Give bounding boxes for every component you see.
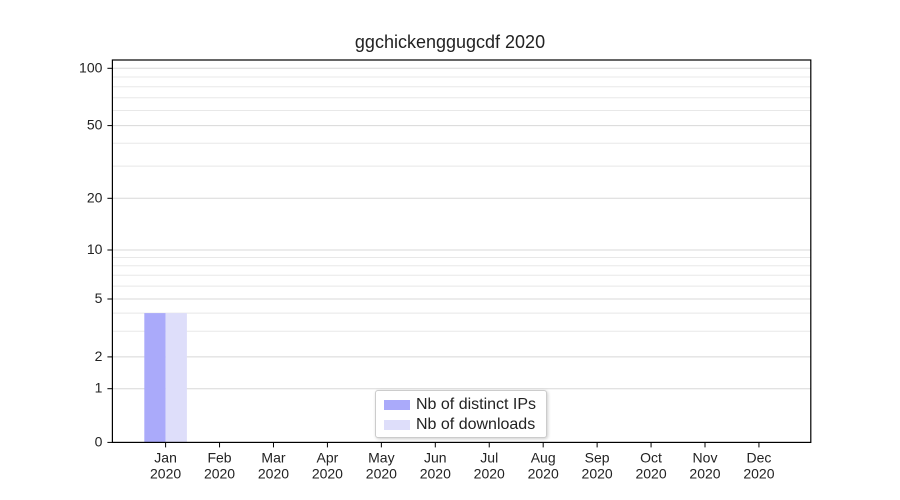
svg-text:2020: 2020 xyxy=(204,465,235,481)
svg-text:2020: 2020 xyxy=(528,465,559,481)
svg-text:May: May xyxy=(368,449,394,465)
svg-text:2020: 2020 xyxy=(635,465,666,481)
svg-text:Mar: Mar xyxy=(261,449,285,465)
svg-text:Jul: Jul xyxy=(480,449,498,465)
svg-text:2020: 2020 xyxy=(743,465,774,481)
svg-text:Dec: Dec xyxy=(746,449,771,465)
svg-text:2020: 2020 xyxy=(689,465,720,481)
svg-text:2020: 2020 xyxy=(582,465,613,481)
svg-text:Apr: Apr xyxy=(317,449,339,465)
svg-text:50: 50 xyxy=(87,117,103,133)
svg-text:Nov: Nov xyxy=(693,449,718,465)
svg-text:1: 1 xyxy=(95,380,103,396)
svg-text:2020: 2020 xyxy=(366,465,397,481)
svg-text:2020: 2020 xyxy=(150,465,181,481)
svg-text:5: 5 xyxy=(95,290,103,306)
svg-text:2020: 2020 xyxy=(312,465,343,481)
svg-text:Feb: Feb xyxy=(207,449,231,465)
svg-text:Jun: Jun xyxy=(424,449,447,465)
svg-text:0: 0 xyxy=(95,433,103,449)
svg-text:100: 100 xyxy=(79,59,103,75)
svg-text:Jan: Jan xyxy=(154,449,177,465)
svg-text:10: 10 xyxy=(87,241,103,257)
svg-text:Oct: Oct xyxy=(640,449,662,465)
svg-text:2020: 2020 xyxy=(420,465,451,481)
svg-text:Aug: Aug xyxy=(531,449,556,465)
svg-text:2020: 2020 xyxy=(474,465,505,481)
svg-text:2: 2 xyxy=(95,348,103,364)
svg-text:20: 20 xyxy=(87,189,103,205)
svg-text:2020: 2020 xyxy=(258,465,289,481)
svg-text:Sep: Sep xyxy=(585,449,610,465)
